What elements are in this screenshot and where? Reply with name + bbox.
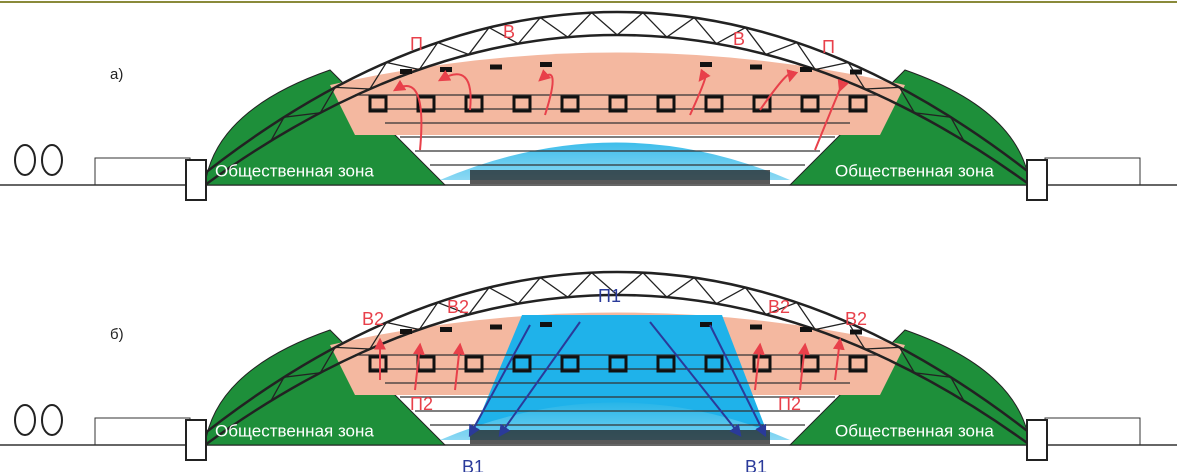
- annex: [1044, 157, 1141, 186]
- tree: [14, 404, 36, 436]
- stand-box: [512, 355, 532, 373]
- exhaust-arrow: [452, 342, 465, 391]
- diffuser: [700, 62, 712, 67]
- stand-box: [608, 95, 628, 113]
- diffuser: [750, 64, 762, 70]
- field: [470, 170, 770, 184]
- annex: [1044, 417, 1141, 446]
- zone-label: Общественная зона: [835, 421, 994, 440]
- airflow-arrow: [538, 69, 554, 116]
- airflow-arrow: [759, 69, 799, 111]
- diffuser: [400, 69, 412, 74]
- exhaust-arrow: [832, 337, 845, 381]
- public-zone: [204, 329, 447, 446]
- flow-label: В: [503, 22, 515, 42]
- stand-box: [656, 95, 676, 113]
- flow-label: В2: [845, 309, 867, 329]
- flow-label: П: [822, 37, 835, 57]
- outer-arch: [189, 10, 1046, 186]
- pylon: [1026, 419, 1048, 461]
- airflow-arrow: [437, 70, 472, 111]
- diffuser: [850, 329, 862, 335]
- stand-box: [752, 95, 772, 113]
- exhaust-arrow: [752, 342, 765, 391]
- diffuser: [800, 67, 812, 72]
- stand-box: [608, 355, 628, 373]
- stand-box: [368, 355, 388, 373]
- exhaust-label: В1: [745, 457, 767, 472]
- zone-label: Общественная зона: [215, 421, 374, 440]
- pylon: [185, 159, 207, 201]
- outer-arch: [189, 270, 1046, 446]
- supply-arrow: [468, 324, 531, 438]
- flow-label: В2: [768, 297, 790, 317]
- flow-label: В: [733, 29, 745, 49]
- stand-box: [800, 95, 820, 113]
- diffuser: [700, 322, 712, 327]
- tree: [41, 404, 63, 436]
- stand-box: [368, 95, 388, 113]
- inner-label: П2: [778, 394, 801, 414]
- diffuser: [490, 64, 502, 70]
- diffuser: [400, 329, 412, 334]
- panel-label: б): [110, 326, 124, 343]
- diffuser: [540, 322, 552, 327]
- airflow-arrow: [689, 68, 711, 116]
- supply-arrow: [498, 321, 581, 437]
- diffuser: [850, 69, 862, 75]
- tree: [14, 144, 36, 176]
- zone-label: Общественная зона: [835, 161, 994, 180]
- pylon: [1026, 159, 1048, 201]
- public-zone: [204, 69, 447, 186]
- stand-box: [512, 95, 532, 113]
- diffuser: [440, 67, 452, 72]
- zone-label: Общественная зона: [215, 161, 374, 180]
- stand-box: [656, 355, 676, 373]
- exhaust-arrow: [412, 342, 425, 391]
- stand-box: [416, 95, 436, 113]
- stand-box: [464, 95, 484, 113]
- panel-label: а): [110, 66, 123, 83]
- inner-label: П2: [410, 394, 433, 414]
- diffuser: [750, 324, 762, 330]
- public-zone: [788, 69, 1031, 186]
- diffuser: [440, 327, 452, 332]
- tree: [41, 144, 63, 176]
- flow-label: П: [410, 34, 423, 54]
- stand-box: [560, 95, 580, 113]
- stand-box: [704, 355, 724, 373]
- supply-label: П1: [598, 286, 621, 306]
- pylon: [185, 419, 207, 461]
- field: [470, 430, 770, 444]
- stand-box: [848, 355, 868, 373]
- supply-arrow: [709, 324, 767, 438]
- annex: [94, 417, 191, 446]
- flow-label: В2: [362, 309, 384, 329]
- diffuser: [490, 324, 502, 330]
- diffuser: [800, 327, 812, 332]
- exhaust-label: В1: [462, 457, 484, 472]
- public-zone: [788, 329, 1031, 446]
- airflow-arrow: [392, 79, 423, 151]
- stand-box: [704, 95, 724, 113]
- exhaust-arrow: [797, 342, 810, 391]
- stand-box: [464, 355, 484, 373]
- diffuser: [540, 62, 552, 67]
- supply-arrow: [649, 321, 742, 437]
- annex: [94, 157, 191, 186]
- flow-label: В2: [447, 297, 469, 317]
- stand-box: [560, 355, 580, 373]
- stand-box: [848, 95, 868, 113]
- airflow-arrow: [814, 78, 849, 151]
- stand-box: [752, 355, 772, 373]
- hall-air: [330, 52, 905, 135]
